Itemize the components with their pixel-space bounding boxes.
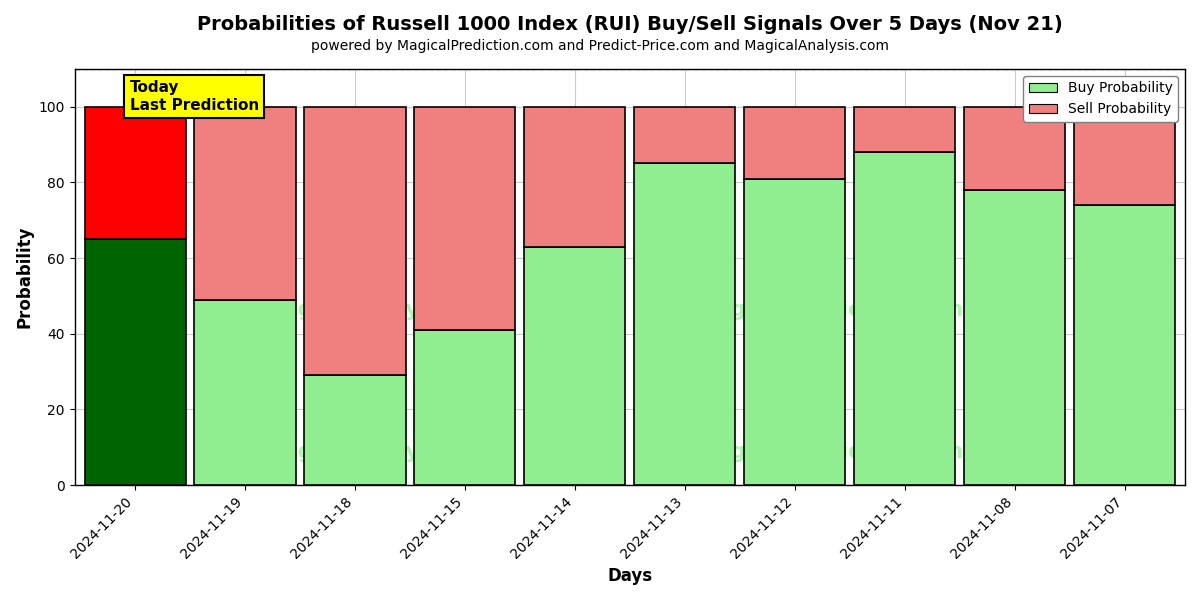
Title: Probabilities of Russell 1000 Index (RUI) Buy/Sell Signals Over 5 Days (Nov 21): Probabilities of Russell 1000 Index (RUI…	[197, 15, 1063, 34]
Bar	[1074, 205, 1175, 485]
Text: MagicalAnalysis.com: MagicalAnalysis.com	[263, 300, 508, 320]
Legend: Buy Probability, Sell Probability: Buy Probability, Sell Probability	[1024, 76, 1178, 122]
Bar	[524, 247, 625, 485]
Y-axis label: Probability: Probability	[16, 226, 34, 328]
Text: MagicalPrediction.com: MagicalPrediction.com	[696, 300, 964, 320]
X-axis label: Days: Days	[607, 567, 653, 585]
Bar	[635, 107, 736, 163]
Text: MagicalAnalysis.com: MagicalAnalysis.com	[263, 442, 508, 462]
Bar	[744, 179, 845, 485]
Bar	[1074, 107, 1175, 205]
Bar	[854, 152, 955, 485]
Bar	[414, 330, 516, 485]
Bar	[84, 239, 186, 485]
Bar	[854, 107, 955, 152]
Bar	[194, 107, 295, 299]
Bar	[194, 299, 295, 485]
Bar	[305, 107, 406, 376]
Bar	[744, 107, 845, 179]
Bar	[635, 163, 736, 485]
Text: Today
Last Prediction: Today Last Prediction	[130, 80, 259, 113]
Text: MagicalPrediction.com: MagicalPrediction.com	[696, 442, 964, 462]
Bar	[964, 107, 1066, 190]
Bar	[964, 190, 1066, 485]
Text: powered by MagicalPrediction.com and Predict-Price.com and MagicalAnalysis.com: powered by MagicalPrediction.com and Pre…	[311, 39, 889, 53]
Bar	[524, 107, 625, 247]
Bar	[414, 107, 516, 330]
Bar	[305, 376, 406, 485]
Bar	[84, 107, 186, 239]
